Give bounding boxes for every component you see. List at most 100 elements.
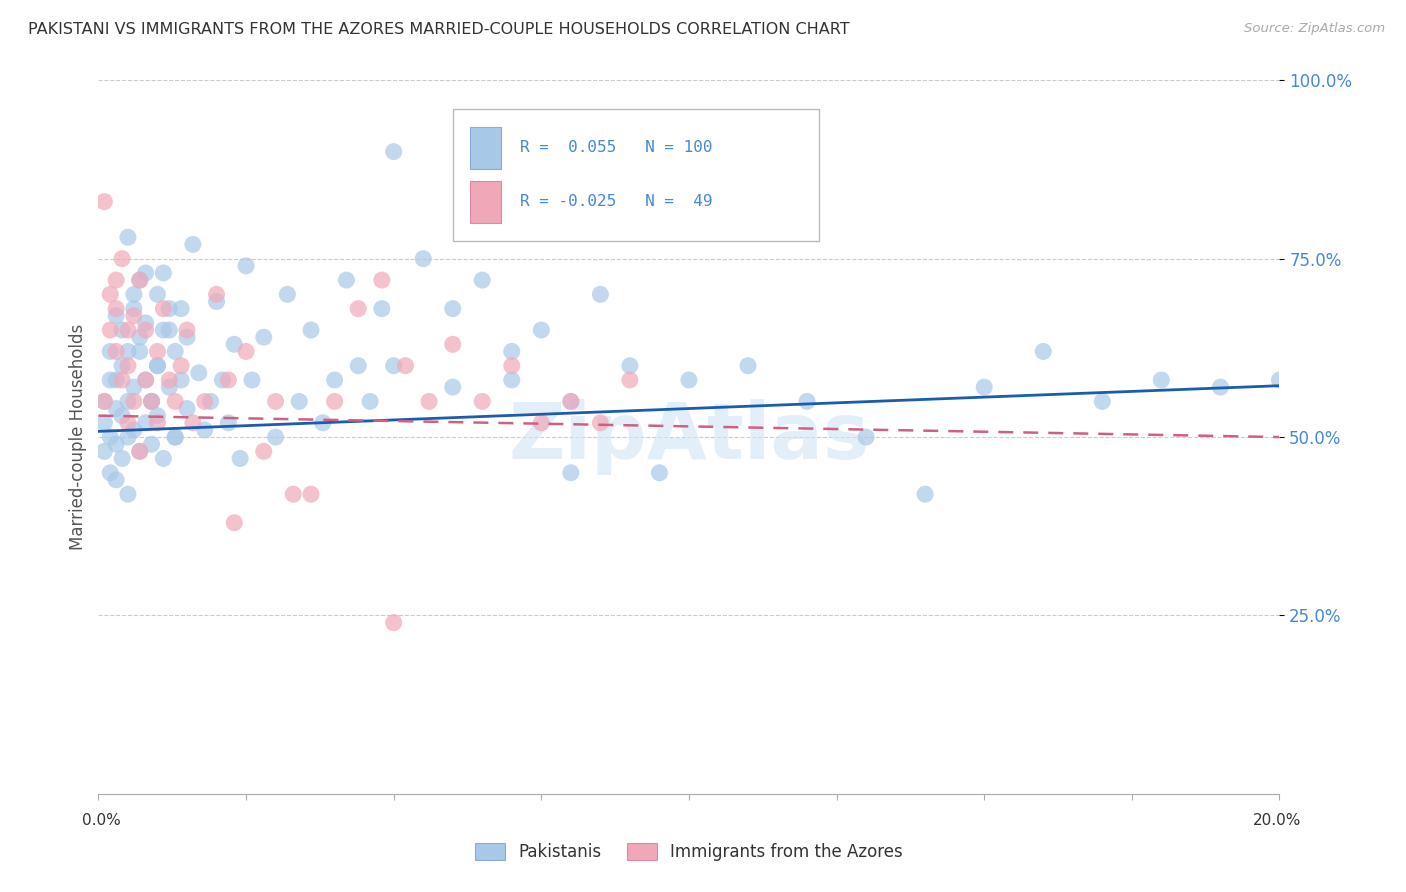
Point	[176, 323, 198, 337]
Point	[117, 359, 139, 373]
Point	[619, 373, 641, 387]
Point	[229, 451, 252, 466]
Point	[347, 359, 370, 373]
Point	[648, 466, 671, 480]
Point	[117, 394, 139, 409]
Point	[105, 309, 128, 323]
Point	[122, 301, 145, 316]
Point	[157, 323, 180, 337]
Y-axis label: Married-couple Households: Married-couple Households	[69, 324, 87, 550]
Point	[560, 466, 582, 480]
Point	[560, 394, 582, 409]
Point	[471, 394, 494, 409]
Point	[98, 466, 121, 480]
Point	[146, 359, 169, 373]
Point	[441, 380, 464, 394]
Point	[146, 359, 169, 373]
Point	[93, 394, 115, 409]
Point	[217, 373, 239, 387]
Point	[187, 366, 209, 380]
Point	[323, 394, 346, 409]
Point	[157, 380, 180, 394]
Point	[299, 323, 322, 337]
Point	[152, 451, 174, 466]
Point	[105, 401, 128, 416]
Point	[264, 430, 287, 444]
Point	[165, 344, 187, 359]
Point	[105, 301, 128, 316]
Point	[412, 252, 434, 266]
Point	[146, 344, 169, 359]
Text: Source: ZipAtlas.com: Source: ZipAtlas.com	[1244, 22, 1385, 36]
Point	[855, 430, 877, 444]
Point	[1150, 373, 1173, 387]
Point	[283, 487, 305, 501]
Point	[914, 487, 936, 501]
Point	[224, 337, 246, 351]
Text: 20.0%: 20.0%	[1253, 814, 1301, 828]
Point	[98, 323, 121, 337]
Point	[93, 444, 115, 458]
Point	[181, 416, 204, 430]
Point	[152, 323, 174, 337]
Point	[589, 416, 612, 430]
FancyBboxPatch shape	[471, 181, 501, 223]
Point	[141, 394, 163, 409]
Point	[181, 237, 204, 252]
Point	[117, 344, 139, 359]
Point	[165, 430, 187, 444]
Point	[128, 273, 150, 287]
Point	[170, 359, 193, 373]
Point	[146, 287, 169, 301]
Point	[276, 287, 298, 301]
Point	[205, 287, 228, 301]
Point	[146, 409, 169, 423]
Point	[122, 423, 145, 437]
Point	[194, 423, 217, 437]
Point	[560, 394, 582, 409]
Point	[418, 394, 440, 409]
Point	[217, 416, 239, 430]
Legend: Pakistanis, Immigrants from the Azores: Pakistanis, Immigrants from the Azores	[468, 836, 910, 868]
FancyBboxPatch shape	[453, 109, 818, 241]
Point	[382, 359, 405, 373]
Point	[117, 323, 139, 337]
Point	[128, 444, 150, 458]
Point	[128, 444, 150, 458]
Point	[288, 394, 311, 409]
Point	[176, 330, 198, 344]
Point	[111, 252, 134, 266]
Point	[678, 373, 700, 387]
Point	[335, 273, 357, 287]
Point	[122, 394, 145, 409]
Point	[128, 330, 150, 344]
Point	[299, 487, 322, 501]
Point	[122, 287, 145, 301]
Point	[170, 373, 193, 387]
Point	[135, 373, 157, 387]
Point	[93, 394, 115, 409]
Point	[122, 380, 145, 394]
Point	[224, 516, 246, 530]
Point	[165, 430, 187, 444]
Point	[359, 394, 381, 409]
Point	[347, 301, 370, 316]
Point	[165, 394, 187, 409]
Point	[312, 416, 335, 430]
Point	[135, 416, 157, 430]
Point	[128, 273, 150, 287]
Point	[194, 394, 217, 409]
Point	[1091, 394, 1114, 409]
Point	[157, 301, 180, 316]
Point	[105, 344, 128, 359]
Point	[105, 437, 128, 451]
Point	[152, 301, 174, 316]
Text: PAKISTANI VS IMMIGRANTS FROM THE AZORES MARRIED-COUPLE HOUSEHOLDS CORRELATION CH: PAKISTANI VS IMMIGRANTS FROM THE AZORES …	[28, 22, 849, 37]
Point	[111, 373, 134, 387]
FancyBboxPatch shape	[471, 127, 501, 169]
Point	[93, 194, 115, 209]
Point	[105, 273, 128, 287]
Point	[98, 373, 121, 387]
Point	[205, 294, 228, 309]
Point	[1032, 344, 1054, 359]
